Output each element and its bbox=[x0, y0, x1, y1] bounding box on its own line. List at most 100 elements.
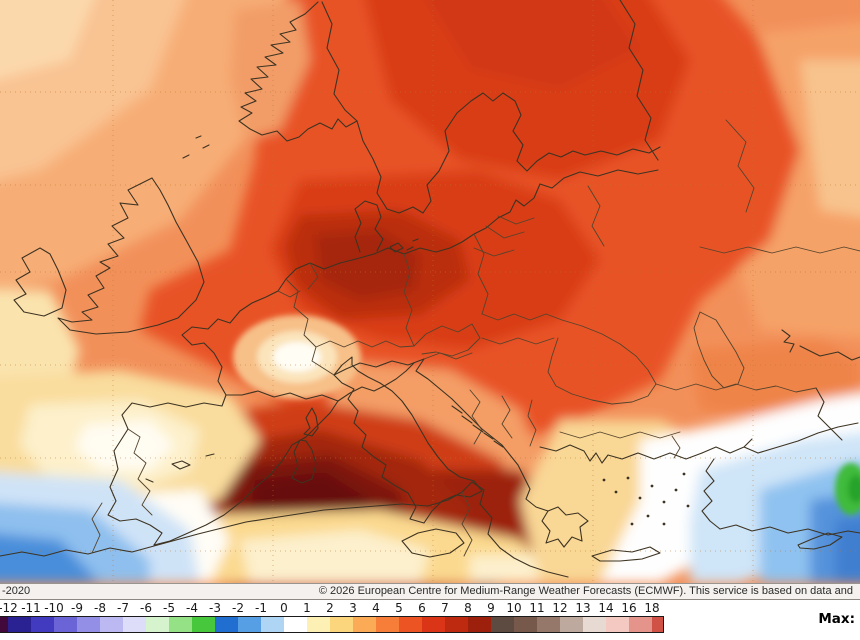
scottish-isles bbox=[182, 135, 210, 159]
pyrenees-border bbox=[225, 390, 339, 402]
colorbar bbox=[0, 616, 664, 633]
colorbar-cell bbox=[0, 617, 8, 632]
crimea-azov-coastline bbox=[781, 329, 860, 361]
colorbar-tick-label: -1 bbox=[255, 601, 267, 615]
colorbar-cell bbox=[514, 617, 537, 632]
colorbar-tick-label: -4 bbox=[186, 601, 198, 615]
norway-sweden-border bbox=[321, 1, 358, 122]
colorbar-cell bbox=[307, 617, 330, 632]
colorbar-cell bbox=[491, 617, 514, 632]
alps-slovenia-border bbox=[333, 358, 425, 376]
colorbar-cell bbox=[284, 617, 307, 632]
blacksea-west-coastline bbox=[815, 387, 843, 441]
colorbar-tick-label: -12 bbox=[0, 601, 18, 615]
adriatic-east-coastline bbox=[415, 358, 549, 512]
colorbar-cell bbox=[560, 617, 583, 632]
colorbar-tick-row: -12 -11 -10 -9 -8 -7 -6 -5 -4 -3 -2 -1 0 1 2 3 4 5 6 7 8 9 10 1… bbox=[0, 600, 860, 616]
colorbar-tick-label: 3 bbox=[349, 601, 357, 615]
colorbar-tick-label: 6 bbox=[418, 601, 426, 615]
latlon-gridlines bbox=[0, 0, 860, 583]
colorbar-tick-label: 4 bbox=[372, 601, 380, 615]
colorbar-tick-label: -7 bbox=[117, 601, 129, 615]
colorbar-cell bbox=[583, 617, 606, 632]
cyprus-coastline bbox=[797, 532, 843, 550]
sicily-coastline bbox=[401, 528, 465, 558]
colorbar-cell bbox=[445, 617, 468, 632]
colorbar-tick-label: -6 bbox=[140, 601, 152, 615]
colorbar-cell bbox=[123, 617, 146, 632]
colorbar-cell bbox=[652, 617, 663, 632]
colorbar-cell bbox=[468, 617, 491, 632]
colorbar-tick-label: 11 bbox=[529, 601, 545, 615]
colorbar-tick-label: 10 bbox=[506, 601, 522, 615]
max-value-label: Max: bbox=[818, 611, 855, 627]
marmara-coastline bbox=[701, 438, 759, 454]
sardinia-coastline bbox=[291, 439, 317, 484]
colorbar-cell bbox=[238, 617, 261, 632]
colorbar-cell bbox=[77, 617, 100, 632]
east-med-green-core bbox=[848, 475, 860, 503]
colorbar-tick-label: 7 bbox=[441, 601, 449, 615]
colorbar-tick-label: 18 bbox=[644, 601, 660, 615]
colorbar-tick-label: 1 bbox=[303, 601, 311, 615]
north-africa-coastline bbox=[0, 481, 569, 578]
colorbar-cell bbox=[353, 617, 376, 632]
baltic-south-coastline bbox=[373, 169, 659, 255]
aegean-islands bbox=[602, 472, 690, 526]
colorbar-cell bbox=[537, 617, 560, 632]
norway-fjord-coastline bbox=[238, 1, 358, 142]
croatian-islands bbox=[451, 405, 504, 448]
spain-mediterranean-coastline bbox=[153, 400, 339, 546]
turkey-south-coastline bbox=[719, 524, 860, 536]
colorbar-tick-label: -5 bbox=[163, 601, 175, 615]
attribution-bar: -2020 © 2026 European Centre for Medium-… bbox=[0, 583, 860, 600]
colorbar-legend: -12 -11 -10 -9 -8 -7 -6 -5 -4 -3 -2 -1 0 1 2 3 4 5 6 7 8 9 10 1… bbox=[0, 600, 860, 640]
finland-russia-border bbox=[619, 0, 659, 161]
turkey-blacksea-coastline bbox=[757, 422, 859, 454]
colorbar-tick-label: -2 bbox=[232, 601, 244, 615]
crete-coastline bbox=[591, 546, 661, 562]
corsica-coastline bbox=[303, 407, 319, 437]
colorbar-tick-label: 14 bbox=[598, 601, 614, 615]
country-borders bbox=[91, 119, 860, 557]
colorbar-tick-label: -3 bbox=[209, 601, 221, 615]
sweden-baltic-coastline bbox=[356, 92, 661, 214]
climatology-period-text: -2020 bbox=[2, 585, 31, 597]
colorbar-tick-label: 2 bbox=[326, 601, 334, 615]
italy-coastline bbox=[333, 356, 483, 524]
colorbar-tick-label: 5 bbox=[395, 601, 403, 615]
colorbar-cell bbox=[31, 617, 54, 632]
ireland-coastline bbox=[13, 247, 67, 317]
copyright-text: © 2026 European Centre for Medium-Range … bbox=[318, 585, 853, 597]
colorbar-cell bbox=[261, 617, 284, 632]
colorbar-cell bbox=[100, 617, 123, 632]
colorbar-cell bbox=[215, 617, 238, 632]
colorbar-tick-label: 0 bbox=[280, 601, 288, 615]
colorbar-cell bbox=[399, 617, 422, 632]
colorbar-cell bbox=[629, 617, 652, 632]
colorbar-tick-label: -10 bbox=[44, 601, 64, 615]
colorbar-cell bbox=[606, 617, 629, 632]
colorbar-tick-label: -9 bbox=[71, 601, 83, 615]
alps-white-spot bbox=[273, 342, 321, 372]
great-britain-coastline bbox=[57, 177, 205, 335]
balearic-islands bbox=[145, 453, 215, 483]
atlantic-europe-coastline bbox=[107, 253, 375, 546]
colorbar-cell bbox=[146, 617, 169, 632]
colorbar-tick-label: -8 bbox=[94, 601, 106, 615]
map-canvas bbox=[0, 0, 860, 583]
colorbar-cell bbox=[8, 617, 31, 632]
colorbar-tick-label: 16 bbox=[621, 601, 637, 615]
peloponnese-coastline bbox=[541, 506, 589, 548]
colorbar-cell bbox=[54, 617, 77, 632]
temperature-anomaly-map bbox=[0, 0, 860, 583]
colorbar-cell bbox=[422, 617, 445, 632]
colorbar-tick-label: 12 bbox=[552, 601, 568, 615]
coastlines bbox=[0, 0, 860, 578]
aegean-north-coastline bbox=[539, 444, 703, 464]
denmark-coastline bbox=[354, 200, 419, 253]
colorbar-cell bbox=[376, 617, 399, 632]
colorbar-tick-label: 8 bbox=[464, 601, 472, 615]
colorbar-tick-label: -11 bbox=[21, 601, 41, 615]
